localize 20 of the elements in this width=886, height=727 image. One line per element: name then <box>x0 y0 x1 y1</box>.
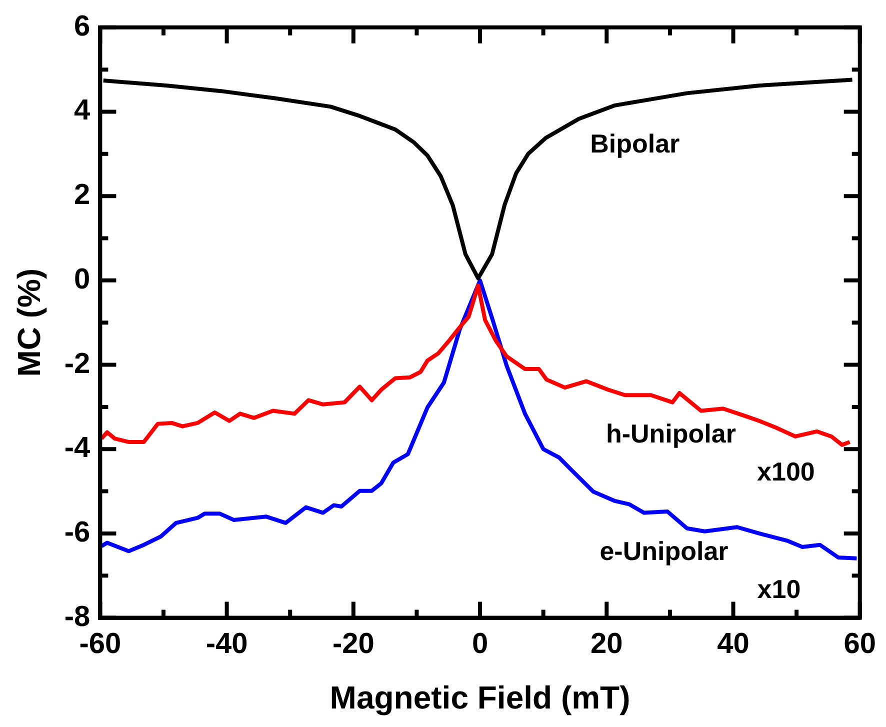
x-tick-label: 60 <box>844 628 876 660</box>
y-tick-label: 2 <box>74 179 90 212</box>
annotation: x10 <box>757 574 801 604</box>
y-tick-label: 6 <box>74 10 90 42</box>
series-label: e-Unipolar <box>600 536 728 566</box>
y-tick-label: -6 <box>64 516 90 548</box>
x-axis-title: Magnetic Field (mT) <box>330 680 630 716</box>
series-label: h-Unipolar <box>606 418 736 448</box>
y-tick-label: -2 <box>64 348 90 380</box>
x-tick-label: -40 <box>206 628 248 660</box>
x-tick-label: 20 <box>590 628 623 660</box>
y-axis-title: MC (%) <box>11 268 48 377</box>
y-tick-label: 4 <box>74 94 90 127</box>
y-tick-label: -4 <box>64 432 90 464</box>
x-tick-label: -20 <box>332 628 374 660</box>
series-label: Bipolar <box>590 128 680 159</box>
annotation: x100 <box>757 456 815 486</box>
x-tick-label: 40 <box>717 628 750 660</box>
x-tick-label: 0 <box>472 628 488 660</box>
y-tick-label: 0 <box>74 263 90 296</box>
